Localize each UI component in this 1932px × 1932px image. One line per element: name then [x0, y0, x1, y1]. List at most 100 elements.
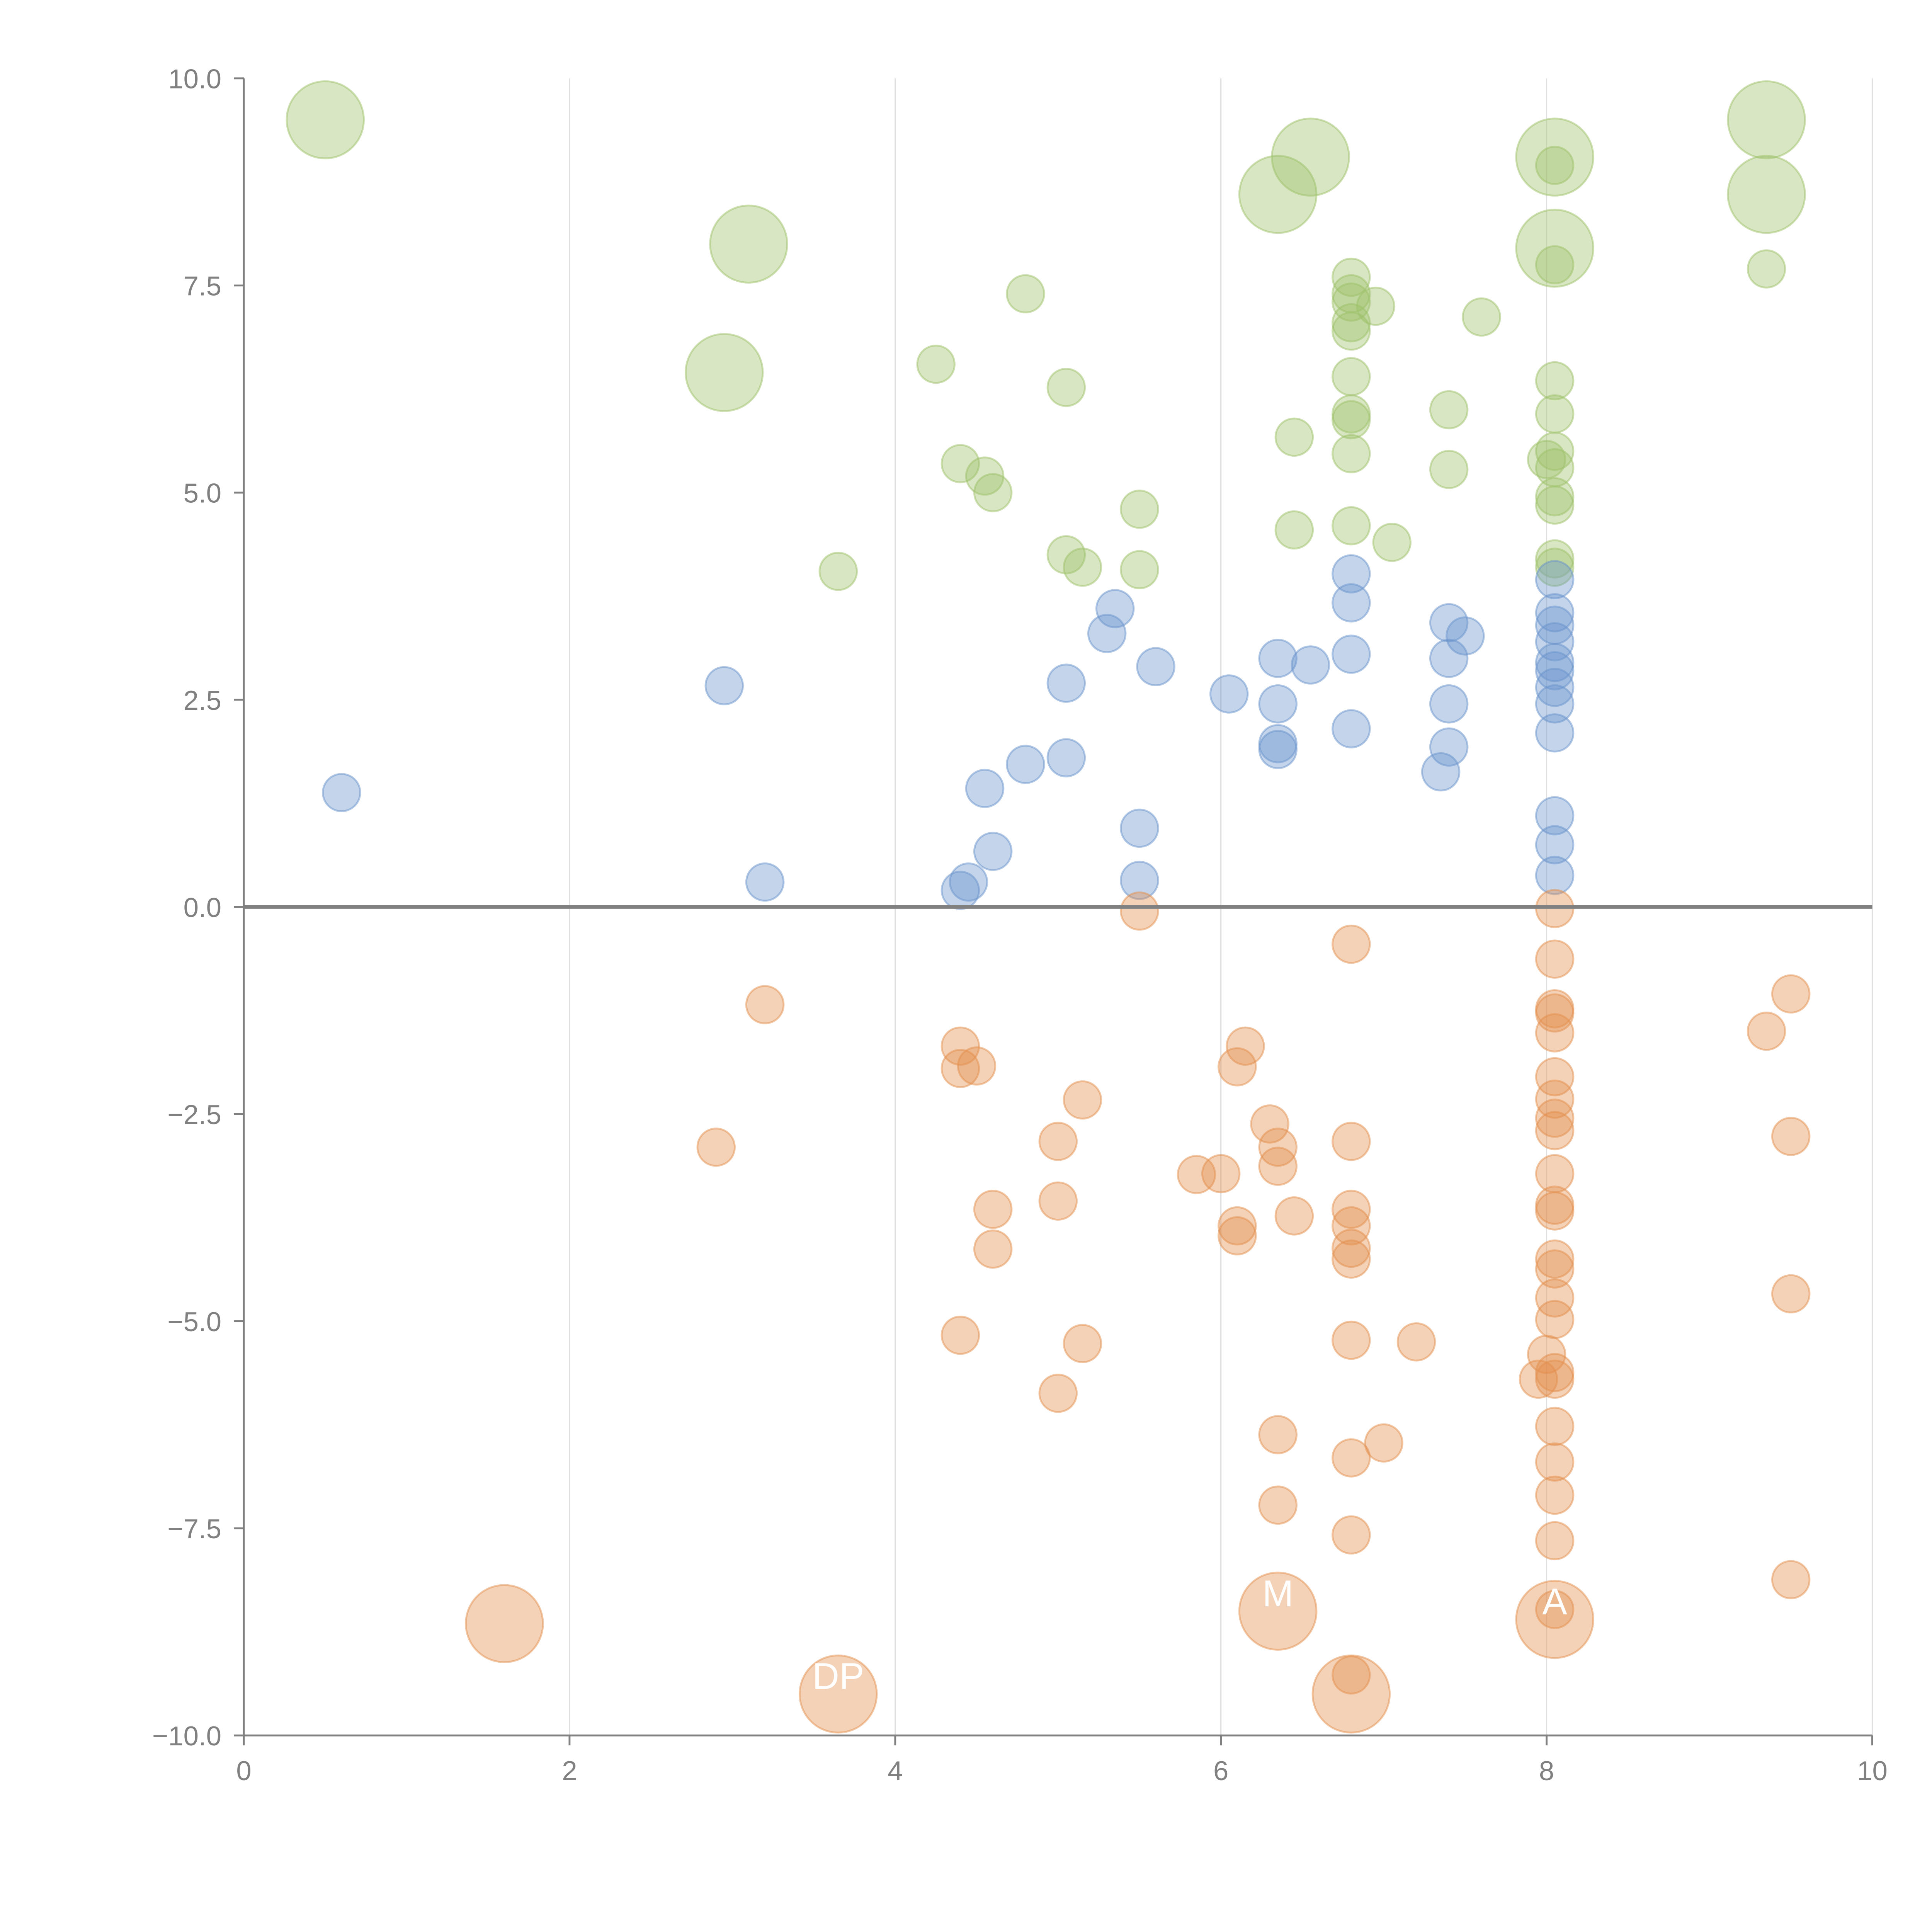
data-point-green-20: [1274, 417, 1314, 457]
data-point-green-46: [1535, 539, 1575, 579]
data-point-orange-34: [1332, 1206, 1371, 1246]
data-point-green-14: [973, 473, 1013, 512]
data-point-blue-3: [949, 862, 988, 902]
data-point-orange-25: [1258, 1146, 1298, 1186]
data-point-green-1: [709, 204, 788, 284]
data-point-green-27: [1356, 286, 1395, 326]
data-point-orange-59: [1527, 1335, 1566, 1374]
data-point-blue-9: [1046, 663, 1086, 703]
data-point-orange-20: [1201, 1154, 1241, 1194]
data-point-orange-30: [1258, 1485, 1298, 1525]
data-point-orange-41: [1364, 1423, 1403, 1463]
data-point-orange-69: [1771, 974, 1811, 1014]
data-point-orange-38: [1332, 1438, 1371, 1478]
data-point-blue-29: [1429, 727, 1469, 767]
point-label-0: DP: [812, 1656, 864, 1697]
data-point-green-40: [1535, 394, 1575, 434]
data-point-green-38: [1535, 245, 1575, 284]
data-point-green-2: [685, 333, 764, 412]
data-point-blue-38: [1535, 684, 1575, 724]
data-point-green-39: [1535, 361, 1575, 401]
data-point-orange-70: [1771, 1117, 1811, 1156]
data-point-green-10: [916, 344, 956, 384]
data-point-blue-2: [745, 862, 785, 902]
data-point-green-24: [1332, 282, 1371, 322]
data-point-green-36: [1429, 450, 1469, 489]
point-label-2: A: [1542, 1581, 1567, 1622]
y-tick-label: 7.5: [184, 271, 221, 302]
data-point-green-8: [1727, 155, 1806, 234]
x-tick-label: 0: [236, 1756, 251, 1786]
data-point-green-33: [1372, 522, 1412, 562]
data-point-blue-4: [940, 871, 980, 910]
data-point-orange-17: [1063, 1324, 1102, 1363]
data-point-orange-14: [973, 1229, 1013, 1269]
point-label-1: M: [1262, 1573, 1293, 1614]
data-point-orange-47: [1535, 1013, 1575, 1053]
data-point-orange-4: [1515, 1580, 1594, 1659]
data-point-green-0: [286, 80, 365, 160]
data-point-orange-56: [1535, 1249, 1575, 1289]
data-point-blue-23: [1332, 634, 1371, 674]
data-point-orange-27: [1218, 1216, 1257, 1256]
data-point-green-9: [1006, 274, 1045, 314]
data-point-green-4: [1271, 117, 1350, 197]
data-point-blue-41: [1535, 825, 1575, 864]
y-tick-label: −5.0: [167, 1307, 221, 1337]
data-point-green-44: [1535, 477, 1575, 517]
y-tick-label: −10.0: [152, 1721, 221, 1752]
data-point-green-34: [1462, 297, 1501, 337]
data-point-orange-11: [1063, 1080, 1102, 1120]
data-point-orange-37: [1332, 1320, 1371, 1360]
data-point-green-15: [1120, 490, 1159, 529]
data-point-orange-29: [1258, 1415, 1298, 1454]
data-point-green-28: [1332, 357, 1371, 396]
data-point-blue-22: [1332, 583, 1371, 622]
data-point-orange-31: [1332, 924, 1371, 964]
data-point-orange-66: [1535, 1521, 1575, 1561]
data-point-green-47: [1535, 548, 1575, 587]
data-point-blue-10: [1087, 614, 1127, 653]
data-point-orange-40: [1332, 1655, 1371, 1695]
data-point-orange-32: [1332, 1122, 1371, 1161]
data-point-green-42: [1527, 440, 1566, 479]
data-point-blue-15: [1209, 674, 1249, 714]
data-point-green-17: [1046, 535, 1086, 575]
data-point-orange-36: [1332, 1239, 1371, 1279]
data-point-blue-42: [1535, 855, 1575, 895]
data-point-blue-14: [1120, 861, 1159, 900]
data-point-orange-67: [1535, 1590, 1575, 1629]
data-point-blue-12: [1136, 647, 1175, 686]
data-point-orange-72: [1771, 1560, 1811, 1599]
data-point-orange-22: [1218, 1047, 1257, 1087]
data-point-orange-63: [1535, 1406, 1575, 1446]
data-point-orange-9: [940, 1049, 980, 1088]
data-point-blue-27: [1429, 639, 1469, 678]
data-point-orange-26: [1218, 1206, 1257, 1246]
data-point-green-48: [1747, 249, 1786, 289]
data-point-green-30: [1332, 400, 1371, 439]
data-point-green-7: [1727, 80, 1806, 160]
data-point-orange-2: [1238, 1571, 1318, 1651]
y-tick-label: 0.0: [184, 893, 221, 923]
y-tick-label: 10.0: [168, 64, 221, 95]
data-point-blue-25: [1429, 603, 1469, 643]
data-point-green-31: [1332, 434, 1371, 473]
data-point-orange-48: [1535, 1057, 1575, 1097]
data-point-orange-13: [973, 1190, 1013, 1229]
data-point-orange-51: [1535, 1111, 1575, 1150]
x-tick-label: 4: [888, 1756, 903, 1786]
data-point-orange-16: [940, 1315, 980, 1355]
data-point-orange-23: [1250, 1104, 1289, 1144]
data-point-blue-21: [1332, 554, 1371, 594]
y-tick-label: 5.0: [184, 478, 221, 509]
data-point-orange-7: [696, 1128, 736, 1167]
data-point-orange-55: [1535, 1239, 1575, 1279]
data-point-blue-34: [1535, 622, 1575, 662]
data-point-blue-39: [1535, 713, 1575, 753]
data-point-orange-50: [1535, 1099, 1575, 1138]
data-point-orange-10: [957, 1046, 997, 1086]
y-tick-label: 2.5: [184, 685, 221, 716]
data-point-green-11: [1046, 367, 1086, 407]
